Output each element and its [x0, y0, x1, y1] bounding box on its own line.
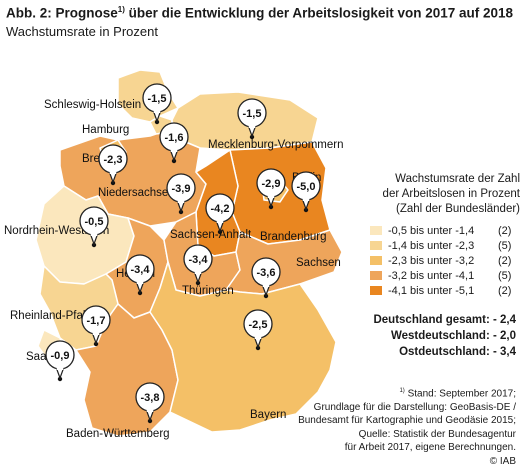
value-pin-mv: -1,5: [237, 98, 267, 140]
value-label-sn: -3,6: [257, 267, 276, 279]
source-notes: 1) Stand: September 2017; Grundlage für …: [298, 388, 516, 467]
legend-range: -2,3 bis unter -3,2: [388, 254, 475, 267]
summary-west: Westdeutschland: - 2,0: [390, 330, 516, 342]
legend-range: -0,5 bis unter -1,4: [388, 224, 475, 237]
value-label-he: -3,4: [131, 264, 151, 276]
legend-count: (5): [498, 239, 512, 252]
figure-title: Abb. 2: Prognose1) über die Entwicklung …: [6, 5, 514, 21]
state-label-th: Thüringen: [182, 285, 234, 297]
legend-swatch: [370, 256, 382, 265]
legend-item: -0,5 bis unter -1,4 (2): [370, 223, 520, 238]
value-pin-be: -2,9: [256, 168, 286, 210]
legend-item: -3,2 bis unter -4,1 (5): [370, 268, 520, 283]
value-label-ni: -3,9: [172, 183, 191, 195]
legend-swatch: [370, 226, 382, 235]
value-pin-st: -4,2: [205, 193, 235, 235]
legend-count: (2): [498, 224, 512, 237]
value-pin-sn: -3,6: [251, 257, 281, 299]
legend-item: -2,3 bis unter -3,2 (2): [370, 253, 520, 268]
value-label-hb: -2,3: [104, 154, 123, 166]
legend-swatch: [370, 241, 382, 250]
value-label-mv: -1,5: [243, 108, 262, 120]
state-by: [149, 261, 337, 433]
state-label-sn: Sachsen: [296, 257, 341, 269]
summary-east: Ostdeutschland: - 3,4: [399, 346, 516, 358]
state-label-mv: Mecklenburg-Vorpommern: [208, 139, 344, 151]
figure-subtitle: Wachstumsrate in Prozent: [6, 24, 158, 39]
legend: Wachstumsrate der Zahl der Arbeitslosen …: [370, 172, 520, 298]
value-pin-bw: -3,8: [135, 382, 165, 424]
legend-range: -4,1 bis unter -5,1: [388, 284, 475, 297]
value-label-hh: -1,6: [165, 132, 184, 144]
legend-range: -1,4 bis unter -2,3: [388, 239, 475, 252]
state-label-hh: Hamburg: [82, 124, 129, 136]
state-label-rp: Rheinland-Pfalz: [10, 310, 91, 322]
legend-swatch: [370, 271, 382, 280]
legend-count: (2): [498, 284, 512, 297]
value-pin-bb: -5,0: [291, 171, 321, 213]
value-pin-sh: -1,5: [142, 83, 172, 125]
state-label-bw: Baden-Württemberg: [66, 428, 170, 440]
value-label-bw: -3,8: [141, 392, 160, 404]
value-pin-th: -3,4: [183, 244, 213, 286]
state-label-bb: Brandenburg: [260, 231, 327, 243]
state-label-sh: Schleswig-Holstein: [44, 99, 141, 111]
summary-germany: Deutschland gesamt: - 2,4: [373, 314, 516, 326]
value-label-sl: -0,9: [51, 350, 70, 362]
legend-count: (2): [498, 254, 512, 267]
value-label-th: -3,4: [189, 254, 209, 266]
legend-swatch: [370, 286, 382, 295]
state-label-st: Sachsen-Anhalt: [170, 229, 252, 241]
value-label-nw: -0,5: [85, 216, 104, 228]
value-label-bb: -5,0: [297, 181, 316, 193]
value-pin-by: -2,5: [243, 309, 273, 351]
legend-count: (5): [498, 269, 512, 282]
value-pin-rp: -1,7: [81, 305, 111, 347]
value-label-by: -2,5: [249, 319, 268, 331]
legend-title: Wachstumsrate der Zahl der Arbeitslosen …: [382, 173, 520, 215]
legend-item: -4,1 bis unter -5,1 (2): [370, 283, 520, 298]
legend-item: -1,4 bis unter -2,3 (5): [370, 238, 520, 253]
value-label-sh: -1,5: [148, 93, 167, 105]
value-pin-ni: -3,9: [166, 173, 196, 215]
legend-range: -3,2 bis unter -4,1: [388, 269, 475, 282]
summary: Deutschland gesamt: - 2,4 Westdeutschlan…: [373, 312, 516, 360]
value-label-st: -4,2: [211, 203, 230, 215]
value-pin-hh: -1,6: [159, 122, 189, 164]
value-pin-nw: -0,5: [79, 206, 109, 248]
state-label-by: Bayern: [250, 409, 286, 421]
value-label-be: -2,9: [262, 178, 281, 190]
value-label-rp: -1,7: [87, 315, 106, 327]
value-pin-he: -3,4: [125, 254, 155, 296]
value-pin-sl: -0,9: [45, 340, 75, 382]
value-pin-hb: -2,3: [98, 144, 128, 186]
state-label-ni: Niedersachsen: [98, 187, 175, 199]
